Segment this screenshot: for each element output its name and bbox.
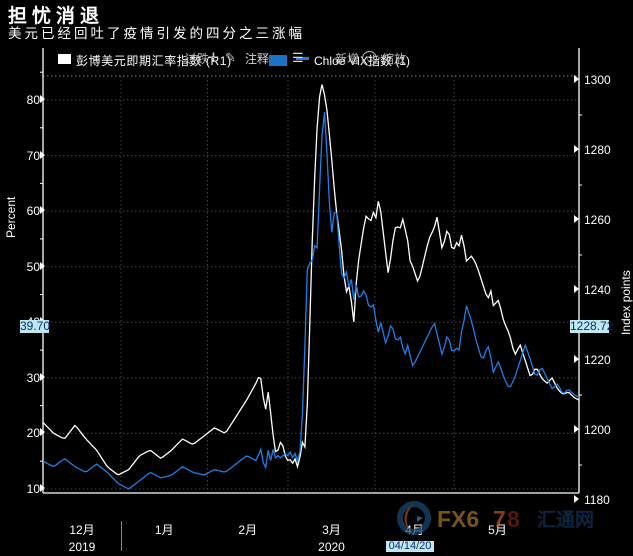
svg-text:FX6: FX6 [437, 506, 479, 532]
svg-text:汇通网: 汇通网 [537, 509, 594, 531]
svg-text:8: 8 [507, 506, 520, 532]
svg-text:7: 7 [493, 506, 506, 532]
